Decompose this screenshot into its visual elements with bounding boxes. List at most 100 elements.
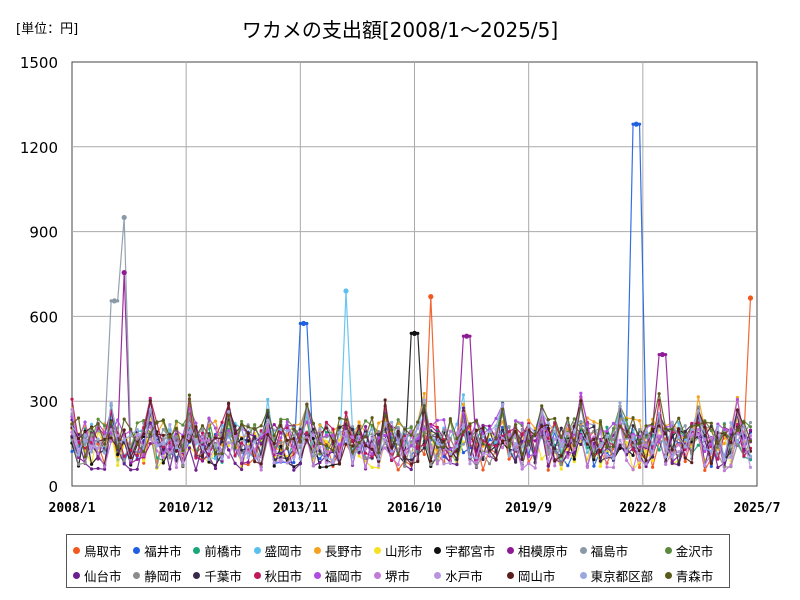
data-point xyxy=(461,426,466,430)
data-point xyxy=(611,444,616,449)
data-point xyxy=(468,422,472,426)
data-point xyxy=(585,439,589,443)
data-point xyxy=(331,433,335,438)
data-point xyxy=(572,443,576,448)
data-point xyxy=(109,401,113,405)
data-point xyxy=(226,410,231,414)
data-point xyxy=(481,468,485,472)
legend-marker-icon xyxy=(664,572,672,579)
data-point xyxy=(559,435,563,440)
data-point xyxy=(605,429,609,433)
data-point xyxy=(266,433,270,437)
data-point xyxy=(527,461,531,466)
data-point xyxy=(226,448,231,452)
data-point xyxy=(592,455,596,459)
data-point xyxy=(696,443,700,447)
data-point xyxy=(161,433,165,437)
data-point xyxy=(696,433,700,437)
data-point xyxy=(527,423,531,428)
data-point xyxy=(579,419,583,424)
data-point xyxy=(585,442,589,446)
data-point xyxy=(631,447,635,452)
data-point xyxy=(187,430,192,434)
data-point xyxy=(96,446,100,450)
data-point xyxy=(200,427,205,431)
data-point xyxy=(266,408,270,412)
data-point xyxy=(703,425,707,429)
data-point xyxy=(677,443,681,447)
data-point xyxy=(148,421,152,425)
data-point xyxy=(703,463,707,468)
data-point xyxy=(135,421,139,425)
data-point xyxy=(344,437,348,441)
legend-label: 福岡市 xyxy=(324,569,363,584)
data-point xyxy=(240,448,244,452)
y-tick-label: 900 xyxy=(29,224,58,242)
data-point xyxy=(624,435,629,439)
data-point xyxy=(116,463,120,467)
data-point xyxy=(696,423,700,427)
data-point xyxy=(83,433,87,437)
data-point xyxy=(572,451,576,455)
data-point xyxy=(722,422,726,426)
data-point xyxy=(70,397,74,401)
data-point xyxy=(670,455,674,459)
data-point xyxy=(363,435,368,439)
data-point xyxy=(142,432,146,436)
legend-label: 鳥取市 xyxy=(84,544,122,559)
legend-marker-icon xyxy=(313,547,321,554)
data-point xyxy=(253,460,257,464)
data-point xyxy=(514,419,518,423)
data-point xyxy=(592,420,596,424)
data-point xyxy=(631,416,635,420)
data-point xyxy=(187,439,192,443)
data-point xyxy=(709,421,713,425)
data-point xyxy=(96,451,100,456)
data-point xyxy=(735,398,740,402)
legend-marker-icon xyxy=(664,547,672,554)
data-point xyxy=(494,427,498,431)
legend-item: 青森市 xyxy=(664,563,723,588)
data-point xyxy=(631,424,635,428)
data-point xyxy=(670,420,674,424)
data-point xyxy=(435,445,439,449)
legend-item: 山形市 xyxy=(373,538,432,563)
data-point xyxy=(174,449,178,453)
data-point xyxy=(76,462,81,467)
data-point xyxy=(377,436,381,440)
data-point xyxy=(363,425,368,429)
data-point xyxy=(435,441,439,445)
legend-label: 前橋市 xyxy=(204,544,242,559)
data-point xyxy=(213,466,218,471)
data-point xyxy=(579,424,583,428)
data-point xyxy=(161,436,165,441)
data-point xyxy=(298,430,302,434)
data-point xyxy=(194,456,198,460)
data-point xyxy=(363,456,368,460)
data-point xyxy=(390,450,394,454)
data-point xyxy=(409,467,413,472)
data-point xyxy=(598,464,603,468)
data-point xyxy=(435,462,439,466)
data-point xyxy=(226,441,231,445)
data-point xyxy=(448,436,452,441)
data-point xyxy=(598,420,603,424)
data-point xyxy=(598,429,603,434)
data-point xyxy=(168,445,172,449)
data-point xyxy=(572,430,576,434)
data-point xyxy=(135,428,139,432)
data-point xyxy=(89,462,94,466)
data-point xyxy=(109,439,113,444)
data-point xyxy=(624,450,629,454)
data-point xyxy=(266,418,270,422)
data-point xyxy=(729,430,733,434)
data-point xyxy=(377,451,381,455)
data-point xyxy=(292,455,296,459)
data-point xyxy=(592,458,596,462)
data-point xyxy=(435,425,439,429)
data-point xyxy=(683,444,687,448)
data-point xyxy=(272,464,276,468)
data-point xyxy=(311,464,315,468)
data-point xyxy=(396,463,400,467)
data-point xyxy=(416,433,420,437)
